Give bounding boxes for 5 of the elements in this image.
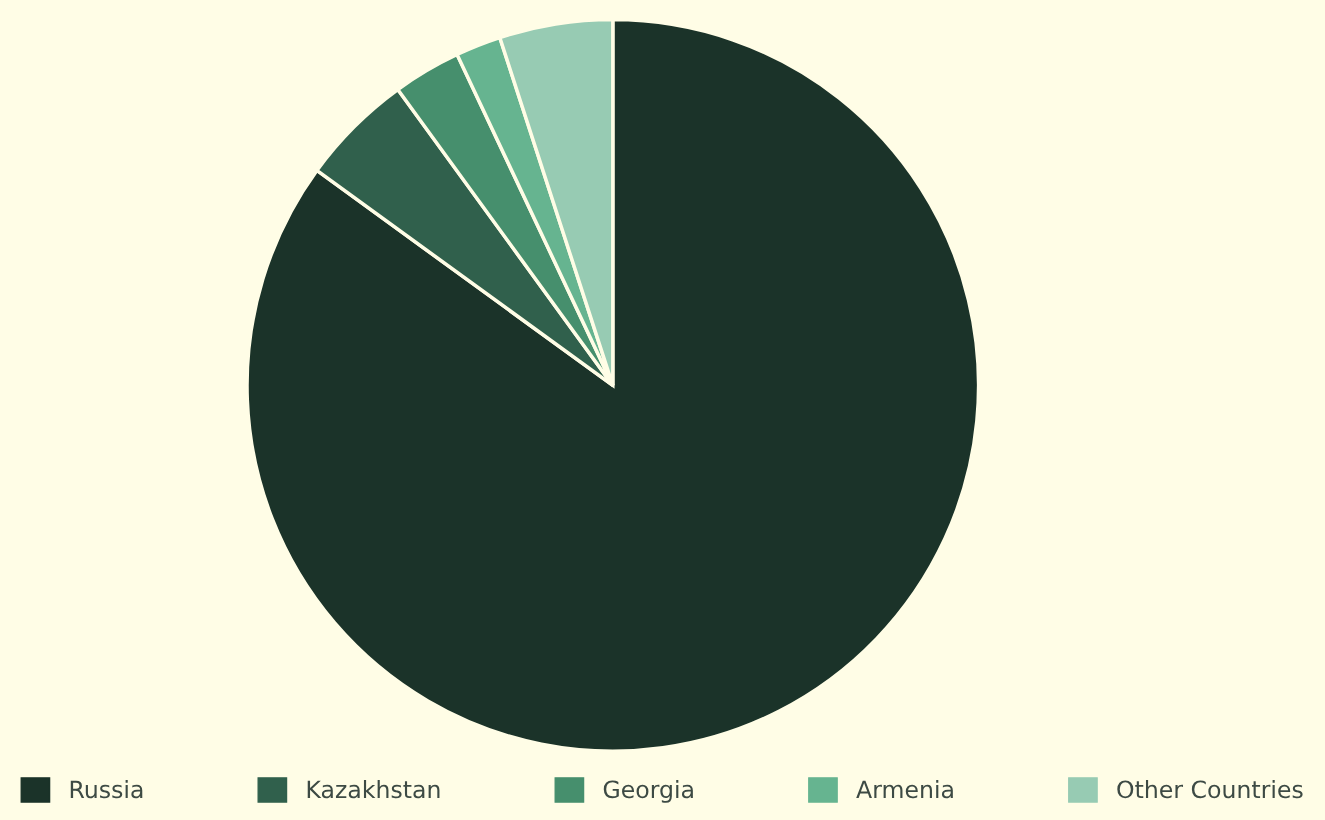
legend-label: Russia bbox=[70, 780, 143, 799]
legend-label: Georgia bbox=[603, 780, 693, 803]
legend-label: Other Countries bbox=[1117, 780, 1303, 799]
legend-label: Kazakhstan bbox=[307, 780, 440, 799]
legend-label: Armenia bbox=[856, 780, 953, 799]
